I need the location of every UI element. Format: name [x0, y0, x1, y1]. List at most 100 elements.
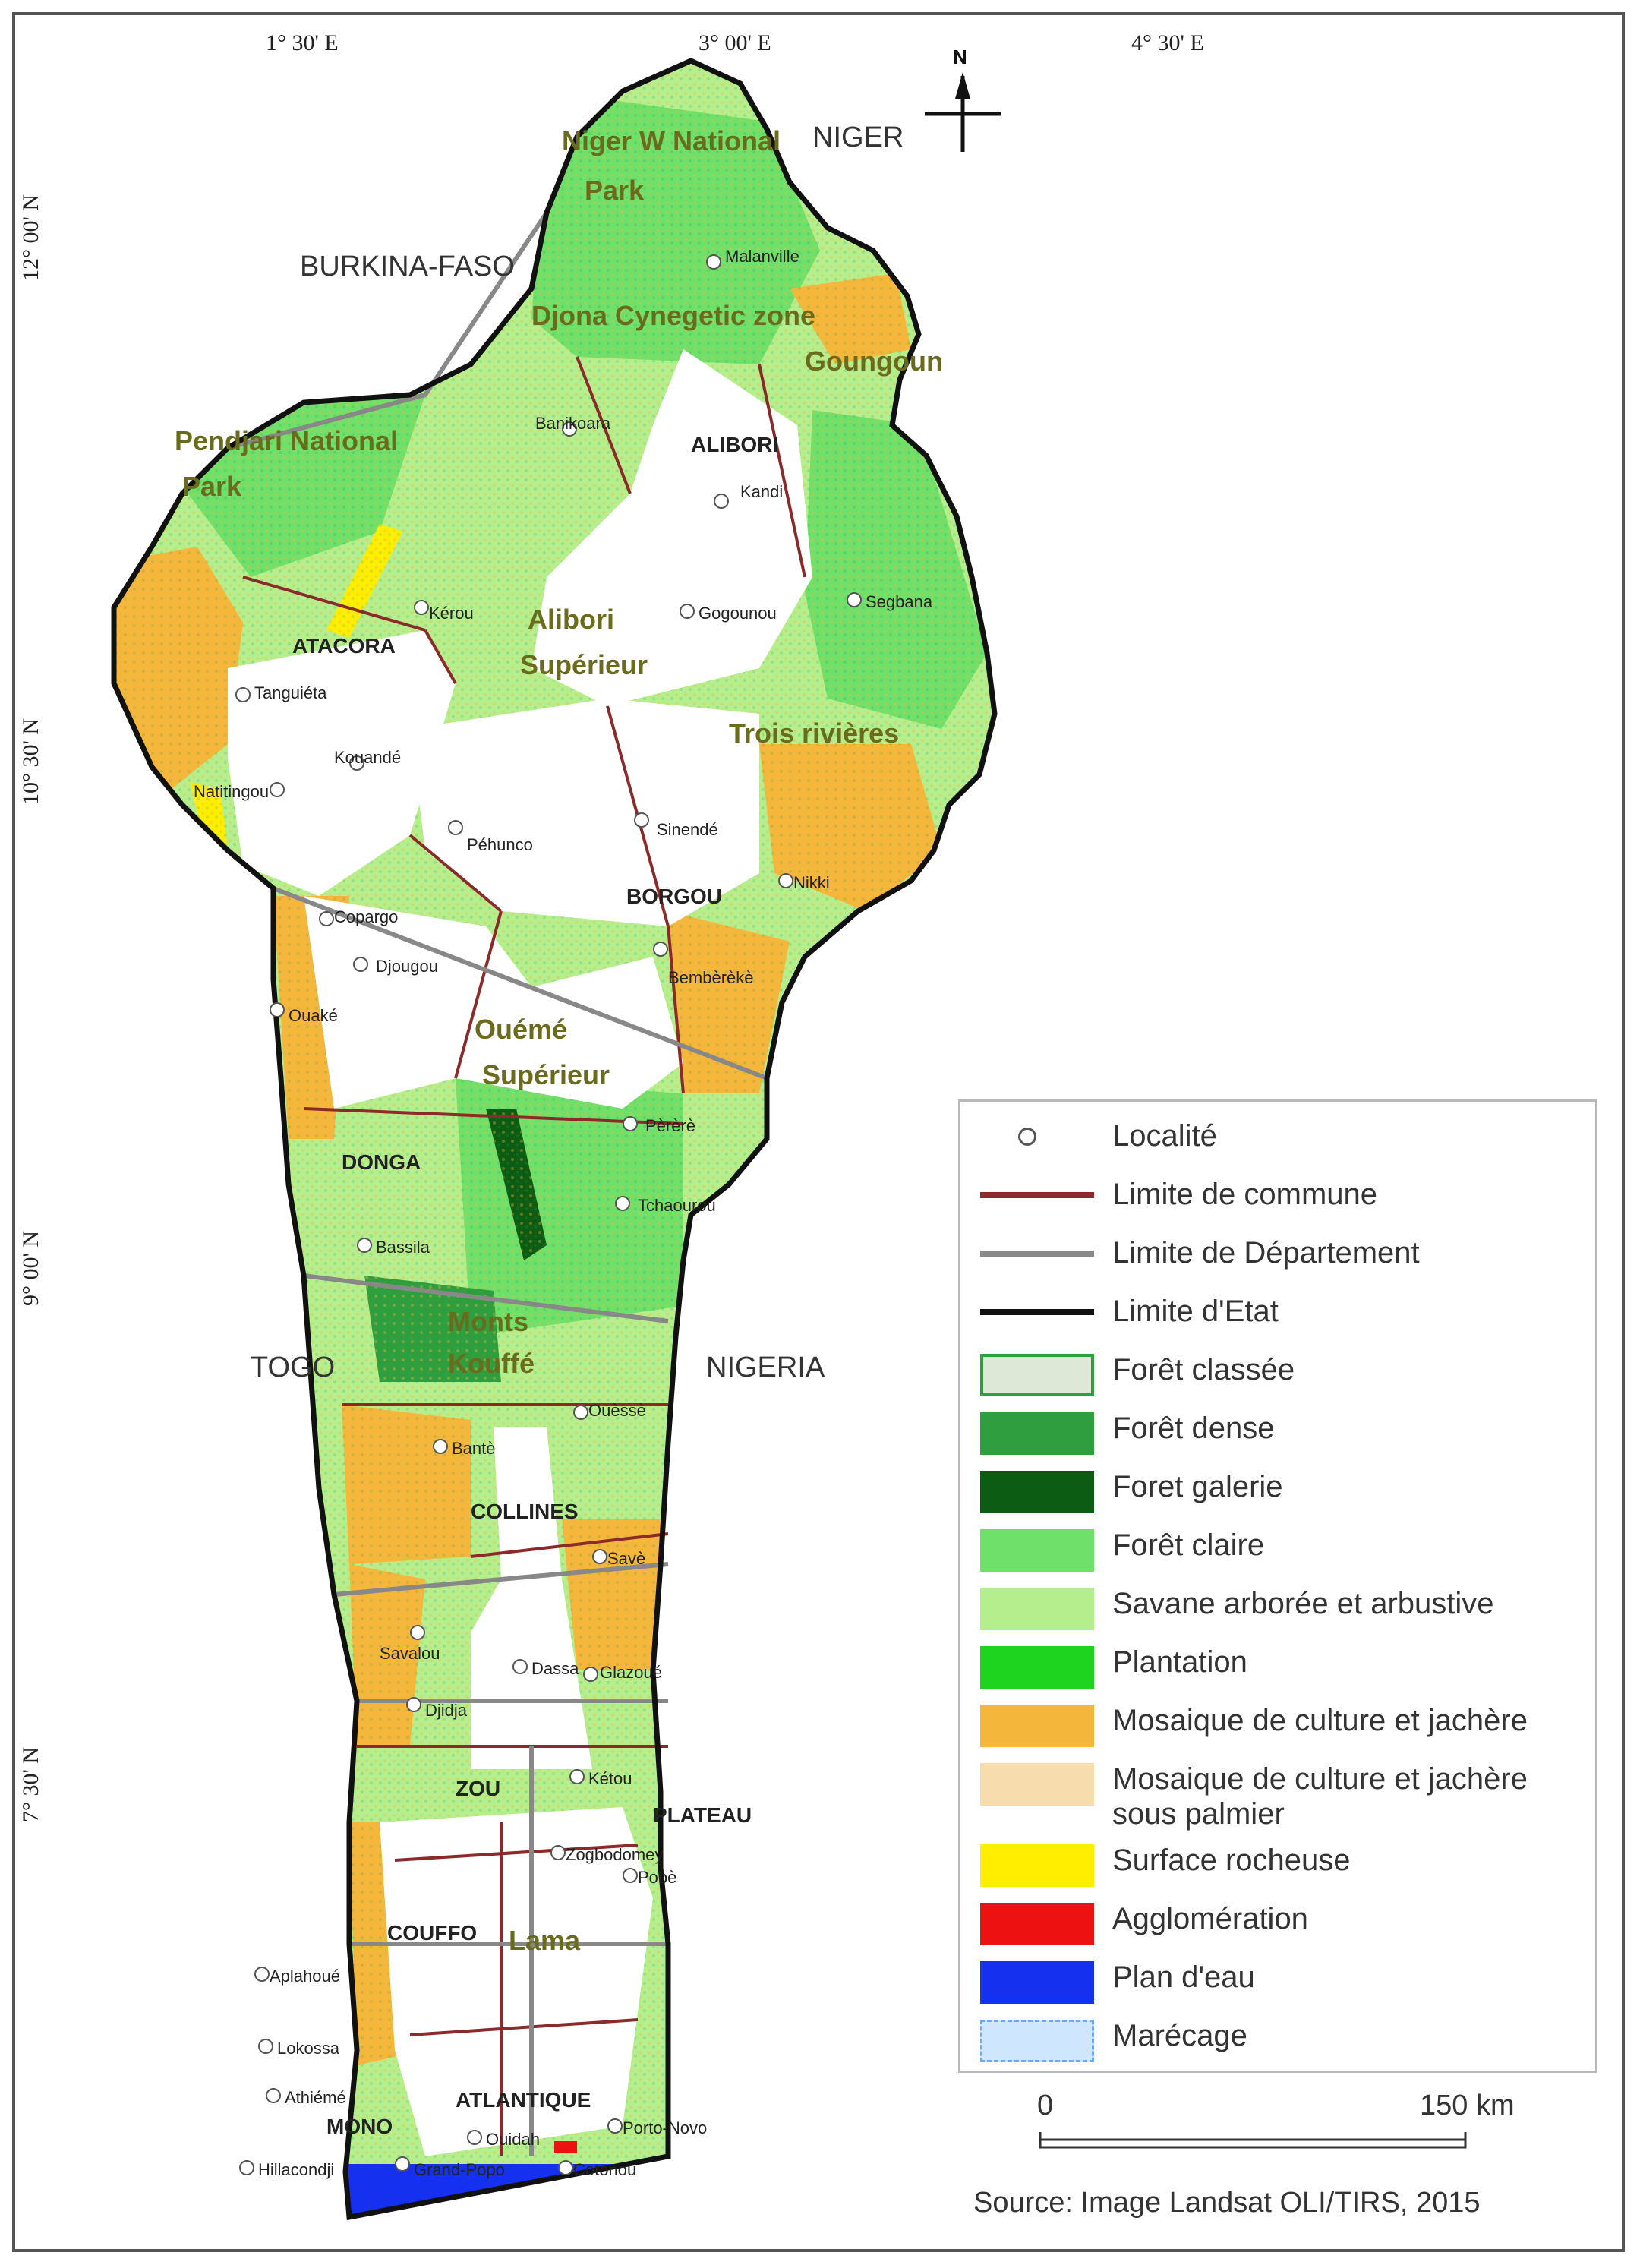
locality-point-icon: [562, 421, 577, 437]
locality-point-icon: [558, 2160, 573, 2175]
legend-item: Limite d'Etat: [960, 1291, 1595, 1344]
legend-swatch-icon: [980, 2020, 1094, 2062]
locality-point-icon: [349, 755, 364, 771]
commune-boundary: [424, 629, 457, 684]
town-label: Péhunco: [467, 835, 533, 854]
town-label: Kandi: [740, 482, 784, 501]
legend-item: Savane arborée et arbustive: [960, 1583, 1595, 1636]
legend-swatch-icon: [980, 1705, 1094, 1747]
dept-label-plateau: PLATEAU: [653, 1803, 752, 1827]
locality-point-icon: [680, 604, 695, 619]
town-label: Hillacondji: [258, 2160, 335, 2179]
town-label: Athiémé: [285, 2088, 346, 2107]
dept-label-couffo: COUFFO: [387, 1921, 478, 1945]
locality-point-icon: [266, 2088, 281, 2103]
locality-point-icon: [573, 1405, 588, 1420]
locality-point-icon: [410, 1625, 425, 1640]
legend-item: Surface rocheuse: [960, 1840, 1595, 1893]
locality-point-icon: [353, 957, 368, 972]
legend-item: Foret galerie: [960, 1466, 1595, 1519]
locality-point-icon: [592, 1549, 607, 1564]
town-label: Tanguiéta: [254, 683, 327, 702]
town-label: Grand-Popo: [414, 2160, 505, 2179]
dept-label-zou: ZOU: [456, 1777, 501, 1800]
park-label-pendjari-2: Park: [182, 471, 242, 502]
locality-point-icon: [569, 1769, 585, 1784]
locality-point-icon: [406, 1697, 421, 1712]
scale-bar: [1039, 2132, 1467, 2149]
legend-swatch-icon: [980, 1471, 1094, 1513]
locality-point-icon: [239, 2160, 254, 2175]
town-label: Cotonou: [573, 2160, 637, 2179]
town-label: Bassila: [376, 1238, 430, 1257]
town-label: Djidja: [425, 1701, 468, 1720]
legend-item-label: Limite d'Etat: [1112, 1295, 1279, 1328]
park-label-w-1: Niger W National: [562, 125, 781, 156]
scale-start-label: 0: [1037, 2090, 1054, 2121]
country-label-burkina: BURKINA-FASO: [300, 251, 515, 282]
locality-point-icon: [258, 2039, 273, 2054]
locality-point-icon: [448, 820, 463, 835]
dept-label-borgou: BORGOU: [626, 885, 722, 908]
legend-item-label: Forêt claire: [1112, 1528, 1265, 1562]
legend-item-label: Localité: [1112, 1119, 1217, 1153]
legend-swatch-icon: [980, 1961, 1094, 2004]
park-label-trois-rivieres: Trois rivières: [729, 718, 900, 749]
legend-item-label: Limite de Département: [1112, 1236, 1420, 1270]
legend-item: Limite de Département: [960, 1232, 1595, 1285]
commune-boundary: [303, 1107, 684, 1125]
park-label-kouffe-1: Monts: [448, 1306, 528, 1337]
locality-point-icon: [847, 592, 862, 607]
town-label: Bantè: [452, 1439, 496, 1458]
park-label-lama: Lama: [509, 1925, 581, 1956]
legend-item-label: Plan d'eau: [1112, 1960, 1255, 1994]
legend-swatch-icon: [980, 1412, 1094, 1455]
town-label: Bembèrèkè: [668, 968, 754, 987]
town-label: Ouèssè: [588, 1401, 646, 1420]
legend-swatch-icon: [980, 1529, 1094, 1572]
department-boundary: [303, 1273, 669, 1323]
town-label: Porto-Novo: [623, 2118, 708, 2137]
map-legend: Localité Limite de commune Limite de Dépar…: [958, 1099, 1597, 2073]
locality-point-icon: [623, 1868, 638, 1883]
country-label-nigeria: NIGERIA: [706, 1352, 825, 1383]
protected-area-white: [471, 1427, 592, 1769]
legend-item: Mosaique de culture et jachère sous palm…: [960, 1759, 1595, 1831]
north-arrow-icon: [925, 72, 1001, 152]
legend-swatch-icon: [980, 1903, 1094, 1945]
country-label-togo: TOGO: [251, 1352, 336, 1383]
locality-point-icon: [615, 1196, 630, 1211]
town-label: Glazoué: [600, 1663, 662, 1682]
lat-label-2: 10° 30' N: [18, 718, 43, 805]
legend-item-label: Limite de commune: [1112, 1178, 1378, 1211]
town-label: Pèrèrè: [645, 1116, 696, 1135]
locality-point-icon: [583, 1667, 598, 1682]
town-label: Dassa: [531, 1659, 579, 1678]
town-label: Sinendé: [657, 820, 718, 839]
park-label-alibori-2: Supérieur: [520, 649, 648, 680]
locality-point-icon: [433, 1439, 448, 1454]
commune-boundary: [576, 356, 632, 494]
country-label-niger: NIGER: [812, 121, 904, 153]
locality-point-icon: [270, 1002, 285, 1017]
commune-boundary: [408, 834, 503, 913]
town-label: Tchaourou: [638, 1196, 716, 1215]
legend-swatch-icon: [980, 1646, 1094, 1689]
locality-point-icon: [714, 494, 729, 509]
legend-item-label: Savane arborée et arbustive: [1112, 1587, 1494, 1620]
protected-area-white: [531, 349, 812, 706]
legend-item: Limite de commune: [960, 1174, 1595, 1227]
legend-item-label: Mosaique de culture et jachère: [1112, 1704, 1528, 1737]
town-label: Banikoara: [535, 414, 611, 433]
town-label: Malanville: [725, 247, 800, 266]
town-label: Natitingou: [194, 782, 270, 801]
legend-line-icon: [980, 1309, 1094, 1315]
scale-end-label: 150 km: [1420, 2090, 1515, 2121]
legend-item-label: Forêt dense: [1112, 1412, 1275, 1445]
compass-arrowhead: [955, 72, 970, 99]
commune-boundary: [470, 1532, 669, 1558]
legend-item-label: Surface rocheuse: [1112, 1844, 1351, 1877]
commune-boundary: [454, 910, 503, 1079]
lon-label-3: 4° 30' E: [1131, 30, 1204, 55]
